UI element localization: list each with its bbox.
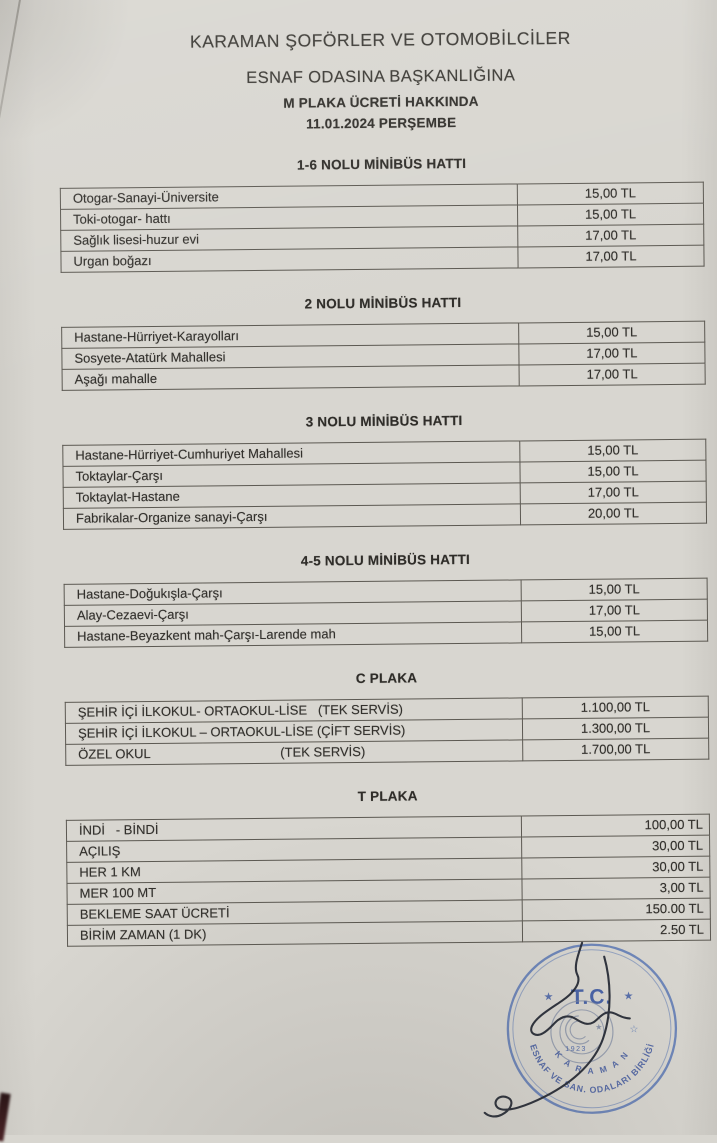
fare-price: 15,00 TL [517, 203, 704, 226]
section-t-plaka: T PLAKA İNDİ - BİNDİ 100,00 TL AÇILIŞ 30… [65, 786, 712, 947]
service-label: ÖZEL OKUL (TEK SERVİS) [65, 739, 523, 766]
fare-table: Hastane-Hürriyet-Karayolları 15,00 TL So… [61, 320, 706, 391]
section-minibus-3: 3 NOLU MİNİBÜS HATTI Hastane-Hürriyet-Cu… [62, 411, 708, 530]
section-minibus-1-6: 1-6 NOLU MİNİBÜS HATTI Otogar-Sanayi-Üni… [59, 154, 705, 273]
fare-price: 30,00 TL [521, 856, 710, 879]
route-label: Urgan boğazı [60, 246, 519, 273]
org-title-line2: ESNAF ODASINA BAŞKANLIĞINA [246, 66, 516, 88]
signature [483, 941, 631, 1118]
fare-price: 17,00 TL [518, 342, 706, 365]
section-minibus-2: 2 NOLU MİNİBÜS HATTI Hastane-Hürriyet-Ka… [61, 293, 706, 391]
fare-table: Hastane-Doğukışla-Çarşı 15,00 TL Alay-Ce… [63, 577, 709, 648]
section-heading: 2 NOLU MİNİBÜS HATTI [304, 294, 462, 312]
section-heading: T PLAKA [357, 788, 418, 805]
fare-table: ŞEHİR İÇİ İLKOKUL- ORTAOKUL-LİSE (TEK SE… [64, 695, 710, 766]
fare-price: 1.100,00 TL [522, 696, 709, 719]
section-heading: 3 NOLU MİNİBÜS HATTI [305, 412, 463, 430]
fare-price: 15,00 TL [519, 460, 707, 483]
section-c-plaka: C PLAKA ŞEHİR İÇİ İLKOKUL- ORTAOKUL-LİSE… [64, 668, 710, 766]
fare-price: 100,00 TL [521, 814, 710, 837]
fare-price: 17,00 TL [520, 481, 707, 504]
section-minibus-4-5: 4-5 NOLU MİNİBÜS HATTI Hastane-Doğukışla… [63, 550, 709, 648]
fare-price: 150.00 TL [522, 898, 711, 921]
fare-price: 15,00 TL [521, 578, 708, 601]
fare-price: 17,00 TL [517, 245, 705, 268]
fare-table: Otogar-Sanayi-Üniversite 15,00 TL Toki-o… [59, 181, 705, 273]
fare-price: 17,00 TL [521, 599, 708, 622]
fare-price: 3,00 TL [521, 877, 711, 900]
fare-price: 17,00 TL [517, 224, 704, 247]
stamp-star-left: ★ [544, 991, 554, 1003]
fare-price: 15,00 TL [519, 439, 706, 462]
fare-table: İNDİ - BİNDİ 100,00 TL AÇILIŞ 30,00 TL H… [65, 813, 712, 947]
fare-price: 1.300,00 TL [522, 717, 709, 740]
document-content: KARAMAN ŞOFÖRLER VE OTOMOBİLCİLER ESNAF … [58, 0, 712, 947]
fare-table: Hastane-Hürriyet-Cumhuriyet Mahallesi 15… [62, 438, 708, 530]
stamp-star-right: ★ [624, 990, 634, 1002]
fare-price: 15,00 TL [517, 182, 704, 205]
section-heading: C PLAKA [355, 670, 418, 687]
stamp-separator-star-icon: ☆ [629, 1024, 638, 1035]
route-label: Aşağı mahalle [62, 364, 520, 391]
doc-date: 11.01.2024 PERŞEMBE [306, 115, 457, 132]
fare-price: 15,00 TL [521, 620, 708, 643]
doc-subject: M PLAKA ÜCRETİ HAKKINDA [283, 93, 479, 111]
document-header: KARAMAN ŞOFÖRLER VE OTOMOBİLCİLER ESNAF … [58, 27, 703, 134]
stamp-year: 1923 [565, 1046, 587, 1053]
fare-price: 1.700,00 TL [522, 738, 709, 761]
fare-price: 30,00 TL [521, 835, 710, 858]
route-label: Fabrikalar-Organize sanayi-Çarşı [63, 503, 521, 530]
fare-price: 17,00 TL [519, 363, 706, 386]
route-label: Hastane-Beyazkent mah-Çarşı-Larende mah [64, 621, 522, 648]
stamp-ring [506, 943, 678, 1114]
org-title-line1: KARAMAN ŞOFÖRLER VE OTOMOBİLCİLER [189, 27, 571, 52]
section-heading: 4-5 NOLU MİNİBÜS HATTI [300, 551, 471, 569]
official-stamp: ★ T.C. ★ ★ ☆ 1923 K A R A M A N ESNAF VE… [441, 928, 717, 1135]
fare-price: 20,00 TL [520, 502, 707, 525]
section-heading: 1-6 NOLU MİNİBÜS HATTI [296, 155, 467, 173]
fare-price: 15,00 TL [518, 321, 705, 344]
stamp-tc-text: T.C. [571, 986, 613, 1009]
crescent-star-icon: ★ [595, 1023, 602, 1032]
